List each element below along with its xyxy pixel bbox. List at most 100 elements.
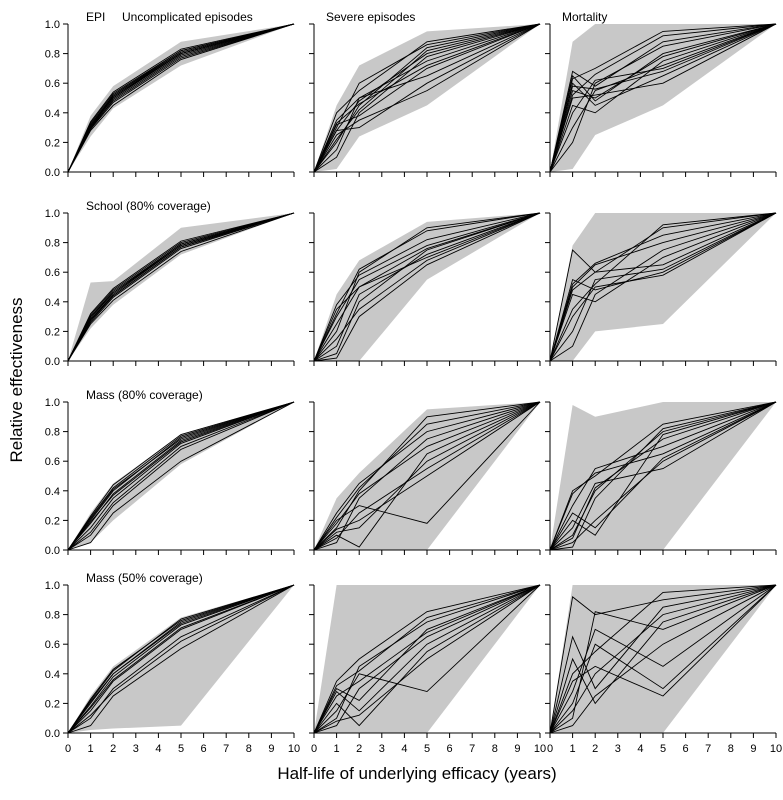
- series-line: [549, 584, 777, 734]
- series-line: [67, 401, 295, 551]
- x-tick-label: 8: [246, 743, 252, 755]
- y-tick-label: 1.0: [45, 208, 60, 220]
- panel-0-0: 0.0 0.2 0.4 0.6 0.8 1.0 EPI Uncomplicated episo…: [45, 10, 295, 179]
- series-line: [313, 584, 541, 734]
- x-tick-label: 7: [705, 743, 711, 755]
- panel-3-0: 0.0 0.2 0.4 0.6 0.8 1.0 0 1 2 3 4 5 6 7 8 9 10 Mass (50% …: [45, 571, 300, 755]
- x-tick-label: 9: [514, 743, 520, 755]
- series-line: [67, 23, 295, 173]
- series-line: [549, 23, 777, 173]
- x-tick-label: 2: [592, 743, 598, 755]
- series-line: [549, 23, 777, 173]
- series-line: [313, 23, 541, 173]
- series-line: [549, 401, 777, 551]
- range-band: [68, 213, 294, 361]
- series-line: [549, 212, 777, 362]
- series-line: [549, 401, 777, 551]
- series-line: [549, 584, 777, 734]
- y-tick-label: 0.0: [45, 728, 60, 740]
- series-line: [549, 584, 777, 734]
- series-line: [67, 401, 295, 551]
- x-tick-label: 8: [492, 743, 498, 755]
- series-line: [313, 23, 541, 173]
- row-label: Mass (80% coverage): [86, 388, 203, 402]
- x-tick-label: 4: [155, 743, 161, 755]
- panel-0-2: Mortality: [545, 10, 777, 177]
- series-line: [67, 584, 295, 734]
- series-line: [549, 212, 777, 362]
- x-tick-label: 0: [547, 743, 553, 755]
- panel-0-1: Severe episodes: [309, 10, 541, 177]
- x-tick-label: 4: [401, 743, 407, 755]
- y-tick-label: 0.6: [45, 267, 60, 279]
- series-line: [67, 23, 295, 173]
- series-line: [549, 212, 777, 362]
- series-line: [549, 584, 777, 734]
- x-tick-label: 5: [178, 743, 184, 755]
- series-line: [549, 212, 777, 362]
- x-tick-label: 3: [615, 743, 621, 755]
- series-line: [67, 584, 295, 734]
- range-band: [68, 24, 294, 172]
- x-tick-label: 10: [534, 743, 546, 755]
- series-line: [549, 212, 777, 362]
- y-tick-label: 0.0: [45, 545, 60, 557]
- y-tick-label: 0.6: [45, 639, 60, 651]
- series-line: [313, 212, 541, 362]
- x-tick-label: 0: [311, 743, 317, 755]
- series-line: [549, 212, 777, 362]
- y-tick-label: 0.0: [45, 167, 60, 179]
- y-tick-label: 0.2: [45, 698, 60, 710]
- series-line: [313, 401, 541, 551]
- x-tick-label: 9: [750, 743, 756, 755]
- series-line: [549, 23, 777, 173]
- y-axis-title: Relative effectiveness: [7, 297, 26, 462]
- y-tick-label: 0.4: [45, 108, 60, 120]
- series-line: [549, 23, 777, 173]
- series-line: [313, 584, 541, 734]
- series-line: [313, 401, 541, 551]
- series-line: [67, 401, 295, 551]
- row-label: School (80% coverage): [86, 199, 211, 213]
- y-tick-label: 0.6: [45, 456, 60, 468]
- series-line: [313, 212, 541, 362]
- series-line: [67, 212, 295, 362]
- x-tick-label: 7: [469, 743, 475, 755]
- series-line: [67, 212, 295, 362]
- series-line: [549, 584, 777, 734]
- series-line: [549, 212, 777, 362]
- series-line: [313, 212, 541, 362]
- y-tick-label: 0.2: [45, 515, 60, 527]
- y-tick-label: 1.0: [45, 19, 60, 31]
- series-line: [313, 212, 541, 362]
- y-tick-label: 0.8: [45, 238, 60, 250]
- series-line: [549, 401, 777, 551]
- y-tick-label: 0.8: [45, 610, 60, 622]
- series-line: [313, 212, 541, 362]
- series-line: [313, 23, 541, 173]
- series-line: [67, 584, 295, 734]
- panel-2-0: 0.0 0.2 0.4 0.6 0.8 1.0 Mass (80% coverage): [45, 388, 295, 557]
- series-line: [313, 584, 541, 734]
- series-line: [313, 584, 541, 734]
- series-line: [549, 401, 777, 551]
- series-line: [549, 401, 777, 551]
- x-axis-title: Half-life of underlying efficacy (years): [277, 764, 556, 783]
- panel-2-1: [309, 401, 541, 555]
- series-line: [549, 401, 777, 551]
- x-tick-label: 6: [447, 743, 453, 755]
- y-tick-label: 0.8: [45, 49, 60, 61]
- series-line: [313, 23, 541, 173]
- series-line: [313, 23, 541, 173]
- x-tick-label: 10: [288, 743, 300, 755]
- panel-3-1: 0 1 2 3 4 5 6 7 8 9 10: [309, 584, 546, 755]
- series-line: [313, 23, 541, 173]
- series-line: [67, 212, 295, 362]
- series-line: [67, 584, 295, 734]
- series-line: [67, 401, 295, 551]
- series-line: [313, 401, 541, 551]
- series-line: [313, 401, 541, 551]
- range-band: [550, 585, 776, 733]
- y-tick-label: 0.2: [45, 137, 60, 149]
- series-line: [67, 584, 295, 734]
